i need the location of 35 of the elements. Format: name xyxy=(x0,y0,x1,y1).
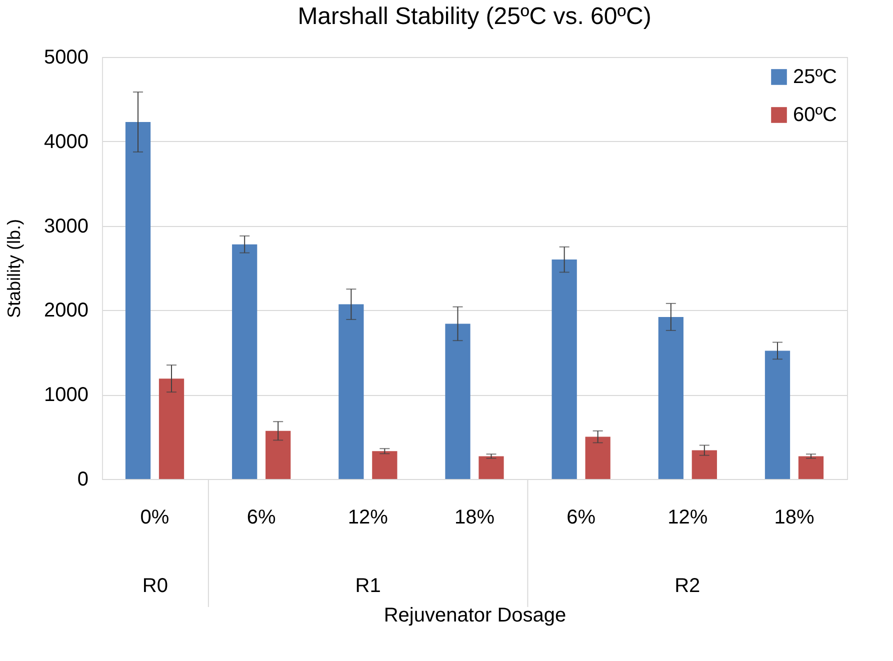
chart-title: Marshall Stability (25ºC vs. 60ºC) xyxy=(298,3,652,30)
text: R2 xyxy=(674,575,700,597)
text: R0 xyxy=(142,575,168,597)
x-tick-label: 12% xyxy=(668,506,708,528)
x-tick-label: 0% xyxy=(140,506,170,528)
bar xyxy=(658,316,684,479)
bar xyxy=(585,436,610,479)
text: R1 xyxy=(355,575,381,597)
x-axis-title: Rejuvenator Dosage xyxy=(384,604,566,626)
y-tick-label: 2000 xyxy=(44,300,88,322)
bar xyxy=(445,324,470,479)
x-tick-label: 6% xyxy=(566,506,596,528)
y-axis-title: Stability (lb.) xyxy=(4,218,24,318)
bar xyxy=(232,244,258,479)
bar xyxy=(372,451,398,479)
bar xyxy=(158,378,184,479)
legend-label: 25ºC xyxy=(793,66,837,88)
y-tick-label: 1000 xyxy=(44,384,88,406)
x-tick-label: 6% xyxy=(246,506,276,528)
y-tick-label: 0 xyxy=(77,468,88,490)
x-tick-label: 12% xyxy=(348,506,388,528)
bar xyxy=(692,450,717,479)
bar xyxy=(338,304,364,479)
legend-label: 60ºC xyxy=(793,104,837,126)
x-tick-label: 18% xyxy=(774,506,814,528)
bar xyxy=(552,260,577,479)
bar xyxy=(798,456,824,479)
y-tick-label: 5000 xyxy=(44,46,88,68)
bar xyxy=(764,350,790,479)
bar xyxy=(266,430,291,479)
x-tick-label: 18% xyxy=(454,506,495,528)
y-tick-label: 3000 xyxy=(44,215,88,238)
bar xyxy=(478,456,504,479)
bar xyxy=(125,122,151,479)
y-tick-label: 4000 xyxy=(44,130,88,153)
